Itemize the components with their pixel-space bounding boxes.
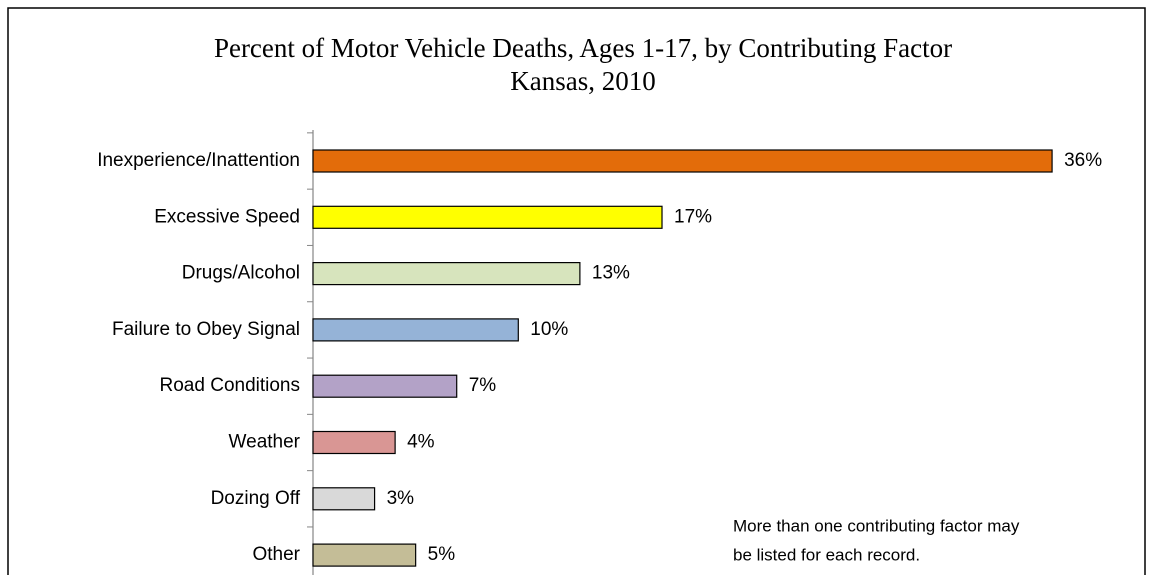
bar bbox=[312, 543, 417, 567]
bar bbox=[312, 149, 1053, 173]
bar bbox=[312, 205, 663, 229]
y-tick-label: Inexperience/Inattention bbox=[97, 150, 300, 171]
note: be listed for each record. bbox=[733, 545, 920, 564]
value-label: 10% bbox=[530, 319, 568, 340]
y-tick-label: Failure to Obey Signal bbox=[112, 319, 300, 340]
value-label: 17% bbox=[674, 206, 712, 227]
value-label: 3% bbox=[387, 488, 415, 509]
y-tick-label: Drugs/Alcohol bbox=[182, 263, 300, 284]
chart-subtitle: Kansas, 2010 bbox=[510, 66, 655, 96]
value-label: 7% bbox=[469, 375, 497, 396]
y-tick-label: Road Conditions bbox=[160, 375, 300, 396]
chart-title: Percent of Motor Vehicle Deaths, Ages 1-… bbox=[214, 33, 952, 63]
y-tick-label: Excessive Speed bbox=[154, 206, 300, 227]
bar bbox=[312, 262, 581, 286]
y-tick-label: Other bbox=[252, 544, 300, 565]
bar bbox=[312, 487, 376, 511]
value-label: 13% bbox=[592, 263, 630, 284]
value-label: 4% bbox=[407, 432, 435, 453]
value-label: 5% bbox=[428, 544, 456, 565]
y-tick-label: Dozing Off bbox=[211, 488, 301, 509]
bar bbox=[312, 318, 519, 342]
value-label: 36% bbox=[1064, 150, 1102, 171]
bar bbox=[312, 374, 458, 398]
y-tick-label: Weather bbox=[229, 432, 301, 453]
bar bbox=[312, 430, 396, 455]
chart-border bbox=[7, 7, 1146, 575]
note: More than one contributing factor may bbox=[733, 516, 1020, 535]
